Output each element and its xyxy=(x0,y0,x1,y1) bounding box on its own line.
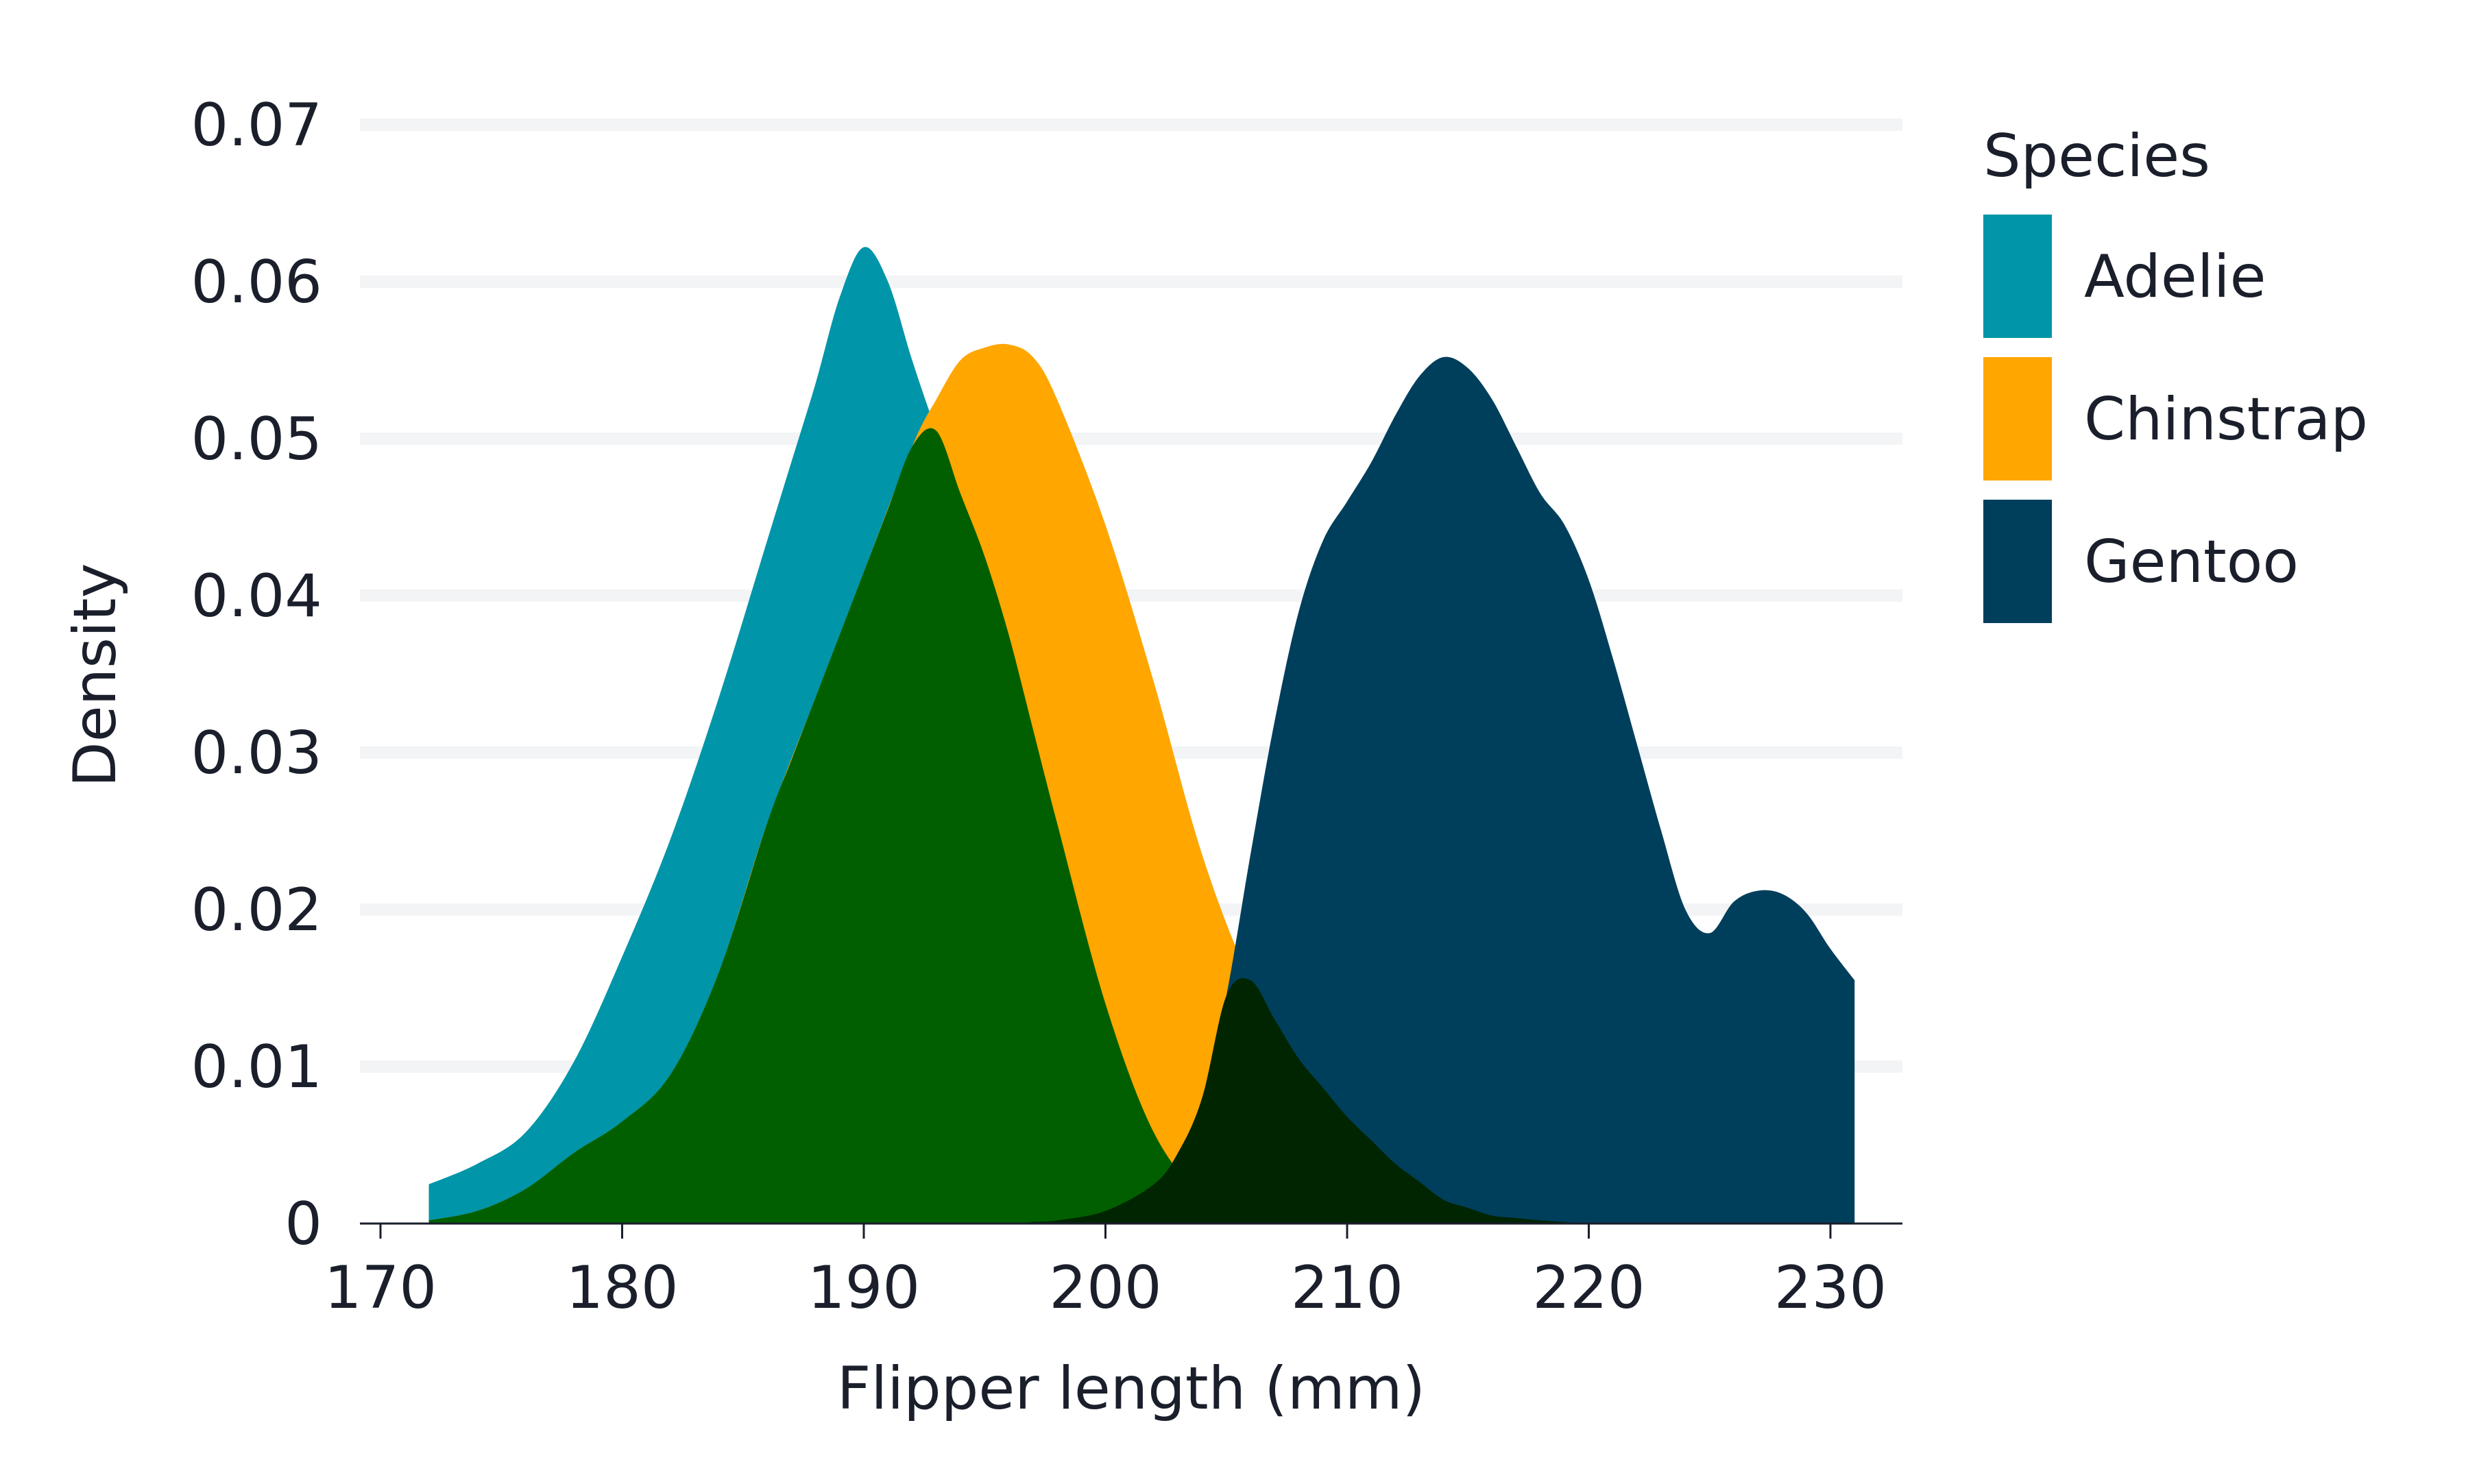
x-tick-label: 180 xyxy=(566,1254,678,1322)
legend-label-adelie: Adelie xyxy=(2084,243,2266,311)
legend-swatch-chinstrap xyxy=(1983,357,2052,481)
y-tick-label: 0 xyxy=(285,1190,322,1258)
y-tick-label: 0.04 xyxy=(191,562,322,631)
x-tick-label: 210 xyxy=(1291,1254,1403,1322)
axes: 0 0.01 0.02 0.03 0.04 0.05 0.06 0.07 170 180 190 20… xyxy=(191,91,1902,1322)
legend-label-gentoo: Gentoo xyxy=(2084,528,2299,596)
x-tick-label: 220 xyxy=(1532,1254,1645,1322)
y-tick-label: 0.06 xyxy=(191,248,322,317)
legend: Species Adelie Chinstrap Gentoo xyxy=(1983,122,2368,623)
legend-swatch-gentoo xyxy=(1983,500,2052,623)
legend-title: Species xyxy=(1983,122,2210,191)
y-tick-label: 0.02 xyxy=(191,876,322,945)
legend-label-chinstrap: Chinstrap xyxy=(2084,385,2368,454)
x-tick-label: 230 xyxy=(1774,1254,1887,1322)
y-tick-label: 0.03 xyxy=(191,719,322,788)
density-area-gentoo xyxy=(1008,356,1855,1224)
y-tick-label: 0.05 xyxy=(191,405,322,474)
x-tick-label: 200 xyxy=(1049,1254,1161,1322)
y-tick-label: 0.01 xyxy=(191,1033,322,1102)
overlap-adelie-chinstrap xyxy=(428,428,1589,1224)
density-areas xyxy=(428,247,1855,1224)
x-tick-label: 170 xyxy=(324,1254,437,1322)
y-axis-label: Density xyxy=(61,563,130,788)
y-tick-label: 0.07 xyxy=(191,91,322,160)
x-tick-label: 190 xyxy=(808,1254,920,1322)
legend-swatch-adelie xyxy=(1983,215,2052,338)
x-axis-label: Flipper length (mm) xyxy=(837,1354,1425,1423)
